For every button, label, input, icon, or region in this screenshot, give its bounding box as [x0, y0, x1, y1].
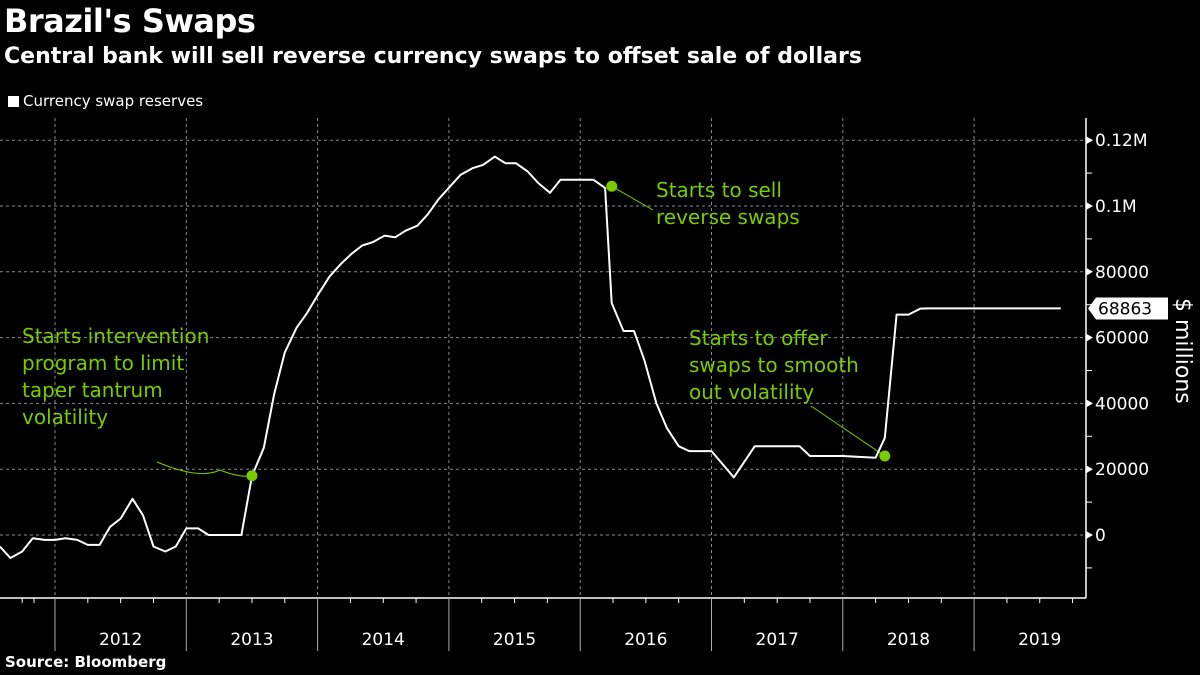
y-tick-mark — [1086, 531, 1093, 539]
x-tick-label: 2012 — [99, 630, 142, 650]
y-tick-mark — [1086, 136, 1093, 145]
x-tick-label: 2018 — [887, 630, 930, 650]
series — [0, 155, 1061, 559]
gridlines — [0, 118, 1086, 598]
y-tick-mark — [1086, 333, 1093, 342]
annotation-text: taper tantrum — [22, 378, 163, 402]
y-tick-mark — [1086, 202, 1093, 210]
annotations: Starts intervention program to limit taper… — [22, 178, 886, 477]
legend-swatch — [8, 95, 19, 107]
y-tick-mark — [1086, 399, 1093, 408]
y-tick-label: 80000 — [1095, 263, 1149, 283]
chart-subtitle: Central bank will sell reverse currency … — [4, 44, 862, 69]
x-tick-label: 2016 — [624, 630, 667, 650]
annotation-text: out volatility — [689, 380, 814, 404]
legend: Currency swap reserves — [8, 92, 203, 110]
annotation-marker — [879, 450, 891, 462]
y-tick-label: 60000 — [1095, 329, 1149, 349]
series-line — [0, 155, 1061, 559]
y-tick-mark — [1086, 465, 1093, 474]
y-tick-mark — [1086, 267, 1093, 276]
x-tick-label: 2014 — [362, 630, 405, 650]
annotation-marker — [606, 180, 618, 192]
annotation-text: Starts intervention — [22, 324, 209, 348]
x-tick-label: 2013 — [230, 630, 273, 650]
source-note: Source: Bloomberg — [5, 653, 167, 671]
legend-label: Currency swap reserves — [23, 92, 204, 110]
y-tick-label: 0.12M — [1095, 131, 1148, 151]
y-axis: 0.12M 0.1M 80000 60000 40000 20000 0 $ millions — [1085, 118, 1195, 598]
x-tick-label: 2019 — [1018, 630, 1061, 650]
x-tick-label: 2015 — [493, 630, 536, 650]
y-axis-title: $ millions — [1170, 298, 1195, 404]
y-tick-label: 0.1M — [1095, 197, 1137, 217]
last-value-text: 68863 — [1098, 299, 1152, 319]
x-axis: 2012 2013 2014 2015 2016 2017 2018 2019 — [0, 597, 1086, 651]
last-value-label: 68863 — [1088, 297, 1168, 320]
x-tick-label: 2017 — [756, 630, 799, 650]
y-tick-label: 20000 — [1095, 460, 1149, 480]
annotation-text: volatility — [22, 405, 108, 429]
annotation-leader — [611, 185, 654, 211]
chart-title: Brazil's Swaps — [4, 2, 256, 40]
annotation-leader — [156, 461, 253, 477]
y-tick-label: 40000 — [1095, 394, 1149, 414]
annotation-text: program to limit — [22, 351, 184, 375]
last-value-badge — [1088, 297, 1168, 320]
annotation-markers — [246, 180, 891, 482]
annotation-text: Starts to sell — [656, 178, 782, 202]
annotation-leader — [810, 405, 886, 457]
annotation-text: Starts to offer — [689, 326, 828, 350]
annotation-marker — [246, 470, 258, 482]
annotation-text: reverse swaps — [656, 205, 800, 229]
y-tick-label: 0 — [1095, 526, 1106, 546]
annotation-text: swaps to smooth — [689, 353, 859, 377]
